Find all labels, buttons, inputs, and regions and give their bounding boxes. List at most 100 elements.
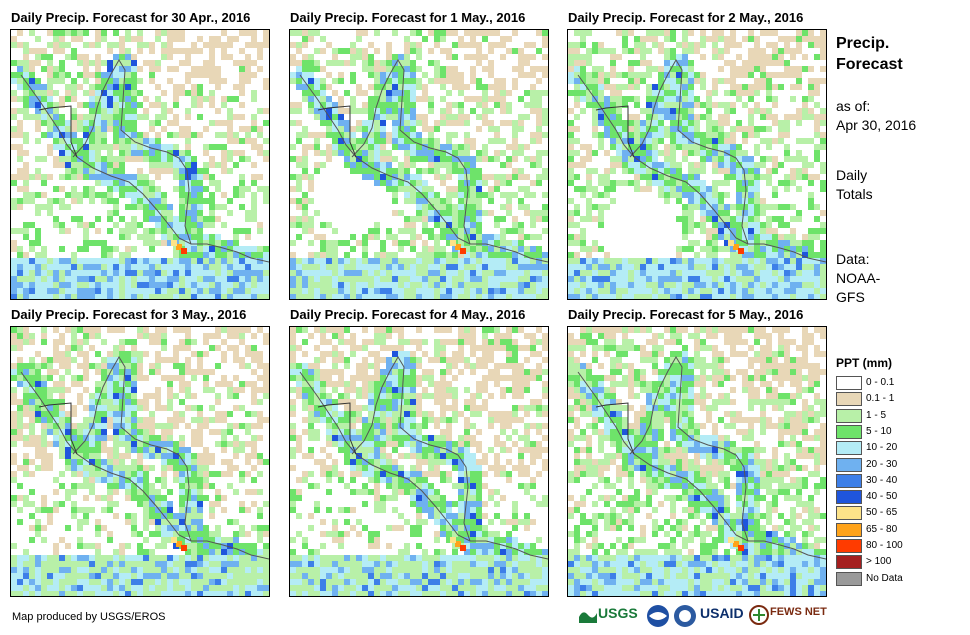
legend-label: 5 - 10 [866, 425, 892, 437]
legend-title: PPT (mm) [836, 356, 893, 370]
legend-swatch [836, 457, 862, 472]
daily-line2: Totals [836, 186, 873, 202]
legend-label: 30 - 40 [866, 474, 898, 486]
map-panel-5 [289, 326, 549, 597]
legend-swatch [836, 441, 862, 456]
coastline-pacific [577, 371, 826, 560]
legend-swatch [836, 376, 862, 390]
country-border [595, 105, 635, 158]
precip-hotspot [181, 545, 187, 551]
precip-hotspot [171, 537, 177, 543]
data-source-line1: NOAA- [836, 270, 881, 286]
precip-hotspot [176, 541, 182, 547]
daily-line1: Daily [836, 167, 868, 183]
map-panel-1 [10, 29, 270, 300]
precip-hotspot [450, 240, 456, 246]
coastline-pacific [20, 74, 269, 263]
precip-hotspot [455, 244, 461, 250]
panel-title-6: Daily Precip. Forecast for 5 May., 2016 [568, 307, 804, 322]
precip-hotspot [176, 244, 182, 250]
noaa-logo-icon [647, 605, 669, 627]
fews-net-logo: FEWS NET [770, 606, 827, 618]
sidebar-heading-line1: Precip. [836, 35, 890, 52]
legend-swatch [836, 490, 862, 505]
country-border [317, 105, 357, 158]
legend-label: 1 - 5 [866, 409, 887, 421]
legend-swatch [836, 555, 862, 570]
precip-hotspot [738, 248, 744, 254]
precip-hotspot [460, 248, 466, 254]
precip-raster [11, 327, 269, 596]
precip-raster [290, 30, 548, 299]
precip-hotspot [733, 244, 739, 250]
coastline-caribbean [629, 356, 749, 542]
coastline-caribbean [629, 59, 749, 245]
map-panel-6 [567, 326, 827, 597]
asof-date: Apr 30, 2016 [836, 117, 917, 133]
map-panel-4 [10, 326, 270, 597]
sidebar-daily: Daily Totals [836, 166, 873, 204]
legend-label: 65 - 80 [866, 523, 898, 535]
precip-hotspot [728, 240, 734, 246]
legend-label: 20 - 30 [866, 458, 898, 470]
panel-title-4: Daily Precip. Forecast for 3 May., 2016 [11, 307, 247, 322]
asof-label: as of: [836, 98, 871, 114]
precip-raster [568, 30, 826, 299]
legend-swatch [836, 408, 862, 423]
panel-title-2: Daily Precip. Forecast for 1 May., 2016 [290, 10, 526, 25]
legend-label: 50 - 65 [866, 507, 898, 519]
logo-strip: USGS USAID FEWS NET [578, 601, 828, 631]
precip-raster [568, 327, 826, 596]
map-panel-3 [567, 29, 827, 300]
data-source-line2: GFS [836, 289, 865, 305]
legend-label: 40 - 50 [866, 491, 898, 503]
panel-title-1: Daily Precip. Forecast for 30 Apr., 2016 [11, 10, 251, 25]
coastline-pacific [299, 371, 548, 560]
coastline-caribbean [351, 356, 471, 542]
sidebar-asof: as of: Apr 30, 2016 [836, 97, 916, 135]
precip-hotspot [450, 537, 456, 543]
precip-hotspot [728, 537, 734, 543]
precip-hotspot [181, 248, 187, 254]
panel-title-5: Daily Precip. Forecast for 4 May., 2016 [290, 307, 526, 322]
country-border [317, 402, 357, 455]
legend-swatch [836, 424, 862, 439]
precip-raster [11, 30, 269, 299]
legend-swatch [836, 522, 862, 537]
precip-hotspot [733, 541, 739, 547]
country-border [595, 402, 635, 455]
precip-hotspot [455, 541, 461, 547]
legend-label: > 100 [866, 556, 892, 568]
coastline-pacific [299, 74, 548, 263]
fews-logo-icon [749, 605, 769, 625]
coastline-caribbean [72, 59, 192, 245]
sidebar-heading: Precip. Forecast [836, 33, 903, 75]
legend-label: 10 - 20 [866, 442, 898, 454]
sidebar-data: Data: NOAA- GFS [836, 250, 880, 307]
precip-hotspot [460, 545, 466, 551]
precip-hotspot [738, 545, 744, 551]
legend-swatch [836, 392, 862, 407]
legend-label: 0 - 0.1 [866, 377, 895, 388]
coastline-caribbean [72, 356, 192, 542]
legend-swatch [836, 473, 862, 488]
legend-label: No Data [866, 572, 903, 584]
coastline-caribbean [351, 59, 471, 245]
doc-seal-icon [674, 605, 696, 627]
legend-swatch [836, 506, 862, 521]
sidebar-heading-line2: Forecast [836, 56, 903, 73]
map-credit: Map produced by USGS/EROS [12, 611, 166, 623]
precip-hotspot [171, 240, 177, 246]
panel-title-3: Daily Precip. Forecast for 2 May., 2016 [568, 10, 804, 25]
legend-label: 0.1 - 1 [866, 393, 895, 405]
coastline-pacific [577, 74, 826, 263]
data-label: Data: [836, 251, 870, 267]
map-panel-2 [289, 29, 549, 300]
legend-label: 80 - 100 [866, 540, 903, 551]
coastline-pacific [20, 371, 269, 560]
legend-swatch [836, 571, 862, 586]
usgs-logo-icon [579, 612, 597, 623]
precip-raster [290, 327, 548, 596]
legend-swatch [836, 539, 862, 553]
usaid-logo: USAID [700, 605, 744, 621]
